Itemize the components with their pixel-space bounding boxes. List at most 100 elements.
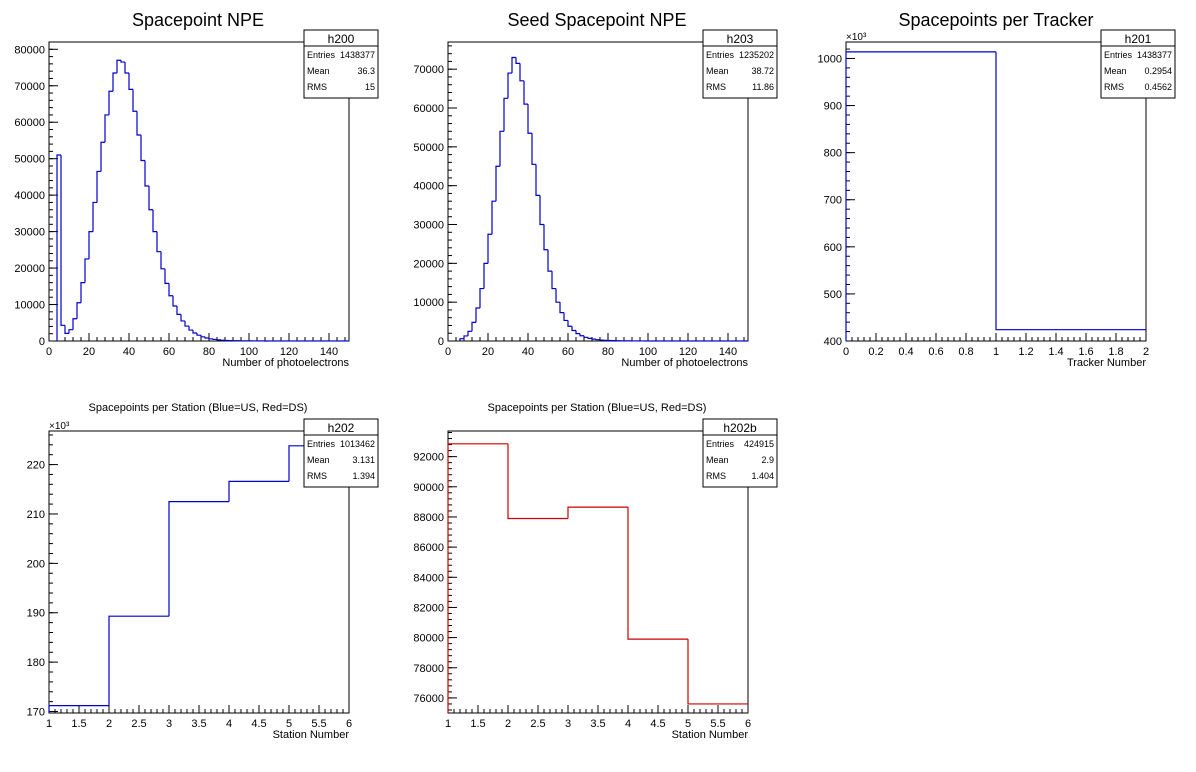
x-axis-label: Station Number <box>273 729 350 741</box>
x-axis-label: Number of photoelectrons <box>621 357 748 369</box>
x-tick-label: 80 <box>203 346 215 358</box>
panel-title: Spacepoints per Station (Blue=US, Red=DS… <box>89 402 308 414</box>
histogram-bin <box>76 302 81 319</box>
stats-value: 15 <box>365 82 375 92</box>
histogram-bin <box>479 287 484 308</box>
histogram-bin <box>507 72 512 99</box>
x-tick-label: 1 <box>46 718 52 730</box>
histogram-bin <box>180 314 185 322</box>
y-tick-label: 700 <box>824 195 842 207</box>
y-tick-label: 50000 <box>413 142 444 154</box>
histogram-bin <box>84 258 89 283</box>
x-tick-label: 0 <box>46 346 52 358</box>
y-tick-label: 30000 <box>413 220 444 232</box>
histogram-bin <box>68 329 73 334</box>
x-tick-label: 5.5 <box>311 718 326 730</box>
histogram-bin <box>583 335 588 338</box>
x-tick-label: 1.8 <box>1108 346 1123 358</box>
x-tick-label: 6 <box>346 718 352 730</box>
histogram-bin <box>491 200 496 235</box>
stats-value: 3.131 <box>352 455 375 465</box>
stats-label: RMS <box>1104 82 1124 92</box>
x-tick-label: 40 <box>123 346 135 358</box>
y-tick-label: 20000 <box>14 263 45 275</box>
histogram-bin <box>132 89 137 112</box>
stats-value: 424915 <box>744 439 774 449</box>
x-tick-label: 2.5 <box>530 718 545 730</box>
panel-spacepoints-per-station-ds: Spacepoints per Station (Blue=US, Red=DS… <box>413 402 778 741</box>
stats-label: Entries <box>706 439 735 449</box>
histogram-bin <box>168 501 229 617</box>
histogram-bin <box>515 57 520 64</box>
y-tick-label: 40000 <box>413 181 444 193</box>
stats-value: 1013462 <box>340 439 375 449</box>
x-tick-label: 5 <box>685 718 691 730</box>
stats-name: h200 <box>328 32 355 46</box>
panel-title: Spacepoints per Station (Blue=US, Red=DS… <box>488 402 707 414</box>
y-tick-label: 86000 <box>413 542 444 554</box>
panel-seed-spacepoint-npe: Seed Spacepoint NPE 0 20 40 60 80 100 120 140 0 1… <box>413 10 778 369</box>
histogram-bin <box>499 130 504 167</box>
panel-title: Spacepoints per Tracker <box>898 10 1093 30</box>
histogram-bin <box>591 338 596 340</box>
histogram-bin <box>567 320 572 327</box>
histogram-bin <box>511 56 516 74</box>
stats-label: Entries <box>1104 50 1133 60</box>
stats-label: RMS <box>706 82 726 92</box>
histogram-bin <box>88 231 93 259</box>
histogram-bin <box>160 251 165 270</box>
panel-spacepoint-npe: Spacepoint NPE 0 20 40 60 80 100 120 140 0 10000 2… <box>14 10 379 369</box>
stats-box <box>702 418 778 488</box>
histogram-bin <box>188 326 193 331</box>
y-tick-label: 600 <box>824 242 842 254</box>
y-tick-label: 180 <box>27 657 45 669</box>
panel-title: Spacepoint NPE <box>132 10 264 30</box>
x-tick-label: 0 <box>843 346 849 358</box>
histogram-bin <box>60 155 65 326</box>
histogram-bin <box>527 104 532 134</box>
y-tick-label: 800 <box>824 148 842 160</box>
histogram-bin <box>547 249 552 272</box>
y-tick-label: 76000 <box>413 693 444 705</box>
histogram-bin <box>204 336 209 339</box>
panel-title: Seed Spacepoint NPE <box>507 10 686 30</box>
histogram-bin <box>459 338 464 341</box>
y-tick-label: 88000 <box>413 512 444 524</box>
x-tick-label: 1 <box>445 718 451 730</box>
x-tick-label: 100 <box>240 346 258 358</box>
stats-label: Entries <box>307 50 336 60</box>
x-tick-label: 2 <box>1143 346 1149 358</box>
stats-value: 1235202 <box>739 50 774 60</box>
histogram-bin <box>136 111 141 136</box>
histogram-bin <box>168 283 173 297</box>
x-tick-label: 0.8 <box>958 346 973 358</box>
stats-label: Mean <box>307 66 330 76</box>
stats-box <box>702 29 778 99</box>
y-tick-label: 40000 <box>14 190 45 202</box>
stats-value: 1438377 <box>1137 50 1172 60</box>
histogram-bin <box>92 201 97 232</box>
x-tick-label: 2 <box>505 718 511 730</box>
x-tick-label: 2 <box>106 718 112 730</box>
x-tick-label: 6 <box>745 718 751 730</box>
x-tick-label: 0.4 <box>898 346 913 358</box>
histogram-bin <box>579 333 584 337</box>
y-tick-label: 400 <box>824 336 842 348</box>
x-tick-label: 1.4 <box>1048 346 1063 358</box>
y-tick-label: 50000 <box>14 154 45 166</box>
x-tick-label: 4 <box>625 718 631 730</box>
histogram-bin <box>995 51 1146 331</box>
stats-value: 11.86 <box>752 82 774 92</box>
y-tick-label: 190 <box>27 608 45 620</box>
y-tick-label: 60000 <box>14 117 45 129</box>
x-axis-label: Station Number <box>672 729 749 741</box>
x-axis-label: Number of photoelectrons <box>222 357 349 369</box>
stats-value: 1438377 <box>340 50 375 60</box>
x-tick-label: 4.5 <box>650 718 665 730</box>
histogram-bin <box>587 337 592 339</box>
histogram-bin <box>845 51 996 341</box>
histogram-bin <box>507 443 568 520</box>
y-tick-label: 80000 <box>14 44 45 56</box>
histogram-bin <box>184 320 189 327</box>
